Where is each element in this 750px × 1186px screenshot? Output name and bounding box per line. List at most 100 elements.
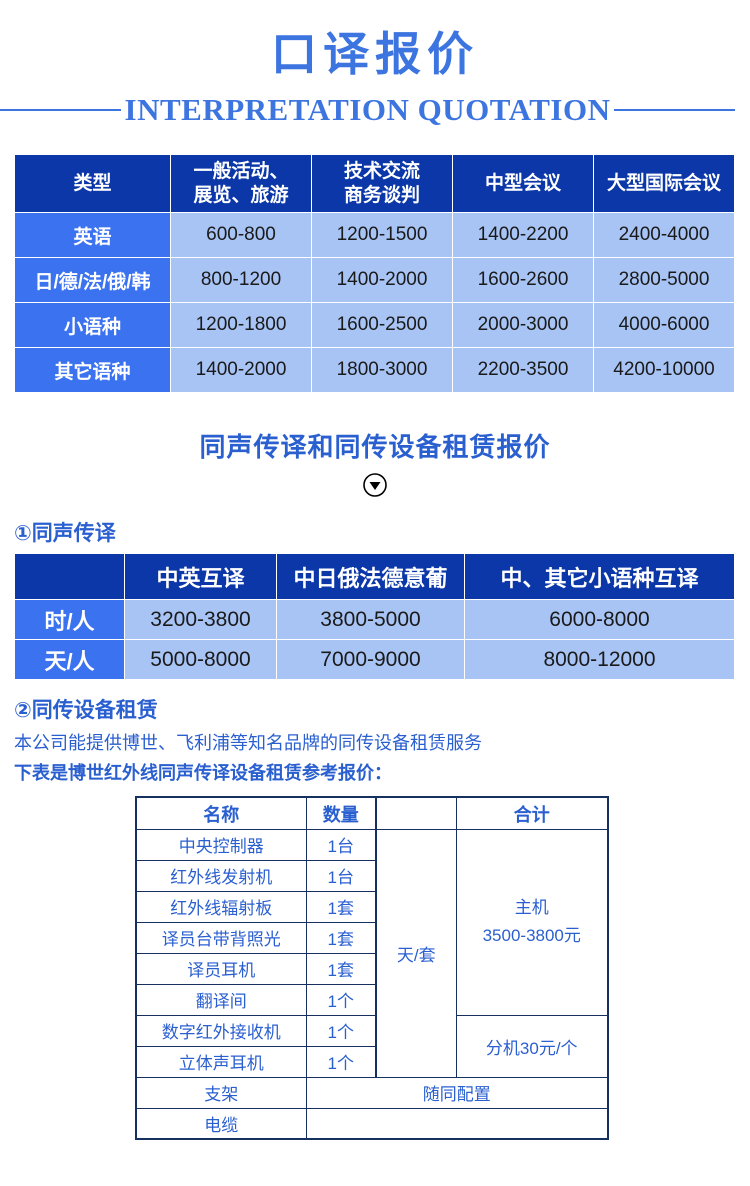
- rates-row-label: 日/德/法/俄/韩: [14, 257, 171, 304]
- table-row: 日/德/法/俄/韩 800-1200 1400-2000 1600-2600 2…: [14, 257, 735, 304]
- eq-item-qty: 1台: [305, 859, 377, 892]
- si-cell: 8000-12000: [464, 639, 735, 681]
- eq-total-main: 主机 3500-3800元: [455, 828, 609, 1016]
- subsection-heading-simultaneous: ①同声传译: [14, 522, 116, 546]
- rates-header-text-line2: 商务谈判: [343, 184, 420, 206]
- page-title-en: INTERPRETATION QUOTATION: [124, 92, 611, 128]
- table-row: 小语种 1200-1800 1600-2500 2000-3000 4000-6…: [14, 302, 735, 349]
- section-heading: 同声传译和同传设备租赁报价: [199, 432, 551, 463]
- eq-item-qty: 1套: [305, 952, 377, 985]
- table-row: 红外线辐射板 1套: [135, 890, 608, 923]
- table-row: 译员耳机 1套: [135, 952, 608, 985]
- eq-item-qty: 1个: [305, 1045, 377, 1078]
- eq-item-name: 数字红外接收机: [135, 1014, 307, 1047]
- rates-col-header-technical: 技术交流 商务谈判: [311, 154, 453, 214]
- rates-cell: 2400-4000: [593, 212, 735, 259]
- rates-cell: 2800-5000: [593, 257, 735, 304]
- rates-cell: 600-800: [170, 212, 312, 259]
- eq-item-name: 翻译间: [135, 983, 307, 1016]
- rates-header-text: 大型国际会议: [606, 173, 721, 195]
- si-cell: 6000-8000: [464, 599, 735, 641]
- table-row: 时/人 3200-3800 3800-5000 6000-8000: [14, 599, 735, 641]
- equipment-description: 本公司能提供博世、飞利浦等知名品牌的同传设备租赁服务: [14, 733, 482, 754]
- page-header: 口译报价 INTERPRETATION QUOTATION: [0, 0, 750, 128]
- divider-line-right: [614, 109, 735, 112]
- eq-total-main-line2: 3500-3800元: [482, 926, 581, 946]
- eq-total-sub: 分机30元/个: [455, 1014, 609, 1078]
- subsection-heading-equipment: ②同传设备租赁: [14, 699, 158, 723]
- si-cell: 7000-9000: [276, 639, 465, 681]
- eq-item-name: 译员台带背照光: [135, 921, 307, 954]
- eq-footer-name: 电缆: [135, 1107, 307, 1140]
- table-row: 天/人 5000-8000 7000-9000 8000-12000: [14, 639, 735, 681]
- rates-cell: 1200-1800: [170, 302, 312, 349]
- rates-header-text-line1: 一般活动、: [193, 161, 289, 183]
- eq-footer-value: [305, 1107, 609, 1140]
- chevron-down-circle-icon: [362, 472, 388, 498]
- rates-cell: 1400-2000: [311, 257, 453, 304]
- eq-col-header-qty: 数量: [305, 796, 377, 830]
- subtitle-row: INTERPRETATION QUOTATION: [0, 92, 750, 128]
- eq-item-qty: 1套: [305, 890, 377, 923]
- eq-item-name: 立体声耳机: [135, 1045, 307, 1078]
- rates-cell: 800-1200: [170, 257, 312, 304]
- chevron-wrapper: [0, 472, 750, 503]
- rates-header-text-line1: 技术交流: [343, 161, 420, 183]
- eq-item-name: 译员耳机: [135, 952, 307, 985]
- rates-header-text: 中型会议: [484, 173, 561, 195]
- si-row-label: 天/人: [14, 639, 125, 681]
- equipment-table: 名称 数量 合计 中央控制器 1台 天/套 主机 3500-3800元 红外线发…: [135, 796, 609, 1141]
- table-row: 电缆: [135, 1107, 609, 1140]
- si-col-header-cn-multi: 中日俄法德意葡: [276, 553, 465, 601]
- table-row: 支架 随同配置: [135, 1076, 609, 1109]
- rates-cell: 1200-1500: [311, 212, 453, 259]
- rates-cell: 4200-10000: [593, 347, 735, 394]
- simultaneous-table-wrapper: 中英互译 中日俄法德意葡 中、其它小语种互译 时/人 3200-3800 380…: [14, 553, 735, 681]
- table-row: 其它语种 1400-2000 1800-3000 2200-3500 4200-…: [14, 347, 735, 394]
- rates-col-header-medium-conf: 中型会议: [452, 154, 594, 214]
- si-cell: 3200-3800: [124, 599, 277, 641]
- rates-cell: 1400-2200: [452, 212, 594, 259]
- table-header-row: 名称 数量 合计: [135, 796, 609, 830]
- eq-item-qty: 1个: [305, 983, 377, 1016]
- eq-item-name: 中央控制器: [135, 828, 307, 861]
- table-row: 立体声耳机 1个: [135, 1045, 608, 1078]
- rates-header-text: 类型: [73, 173, 112, 195]
- rates-row-label: 小语种: [14, 302, 171, 349]
- eq-footer-name: 支架: [135, 1076, 307, 1109]
- eq-item-qty: 1台: [305, 828, 377, 861]
- table-row: 译员台带背照光 1套: [135, 921, 608, 954]
- eq-item-name: 红外线发射机: [135, 859, 307, 892]
- rates-col-header-type: 类型: [14, 154, 171, 214]
- divider-line-left: [0, 109, 121, 112]
- rates-row-label: 英语: [14, 212, 171, 259]
- si-col-header-cn-other: 中、其它小语种互译: [464, 553, 735, 601]
- eq-col-header-name: 名称: [135, 796, 307, 830]
- rates-cell: 2200-3500: [452, 347, 594, 394]
- page-title-cn: 口译报价: [271, 28, 479, 80]
- table-row: 中央控制器 1台 天/套 主机 3500-3800元: [135, 828, 609, 1078]
- rates-cell: 1400-2000: [170, 347, 312, 394]
- table-row: 数字红外接收机 1个 分机30元/个: [135, 1014, 609, 1078]
- rates-cell: 1600-2500: [311, 302, 453, 349]
- equipment-description-bold: 下表是博世红外线同声传译设备租赁参考报价：: [14, 763, 392, 784]
- si-cell: 3800-5000: [276, 599, 465, 641]
- rates-col-header-large-conf: 大型国际会议: [593, 154, 735, 214]
- rates-table: 类型 一般活动、 展览、旅游 技术交流 商务谈判 中型会议 大型国际会议 英语: [14, 154, 735, 394]
- rates-cell: 1800-3000: [311, 347, 453, 394]
- rates-cell: 2000-3000: [452, 302, 594, 349]
- equipment-table-wrapper: 名称 数量 合计 中央控制器 1台 天/套 主机 3500-3800元 红外线发…: [135, 796, 750, 1141]
- table-header-row: 中英互译 中日俄法德意葡 中、其它小语种互译: [14, 553, 735, 601]
- rates-header-text-line2: 展览、旅游: [193, 184, 289, 206]
- rates-table-wrapper: 类型 一般活动、 展览、旅游 技术交流 商务谈判 中型会议 大型国际会议 英语: [14, 154, 735, 394]
- eq-item-qty: 1套: [305, 921, 377, 954]
- table-row: 翻译间 1个: [135, 983, 608, 1016]
- si-cell: 5000-8000: [124, 639, 277, 681]
- eq-footer-value: 随同配置: [305, 1076, 609, 1109]
- table-header-row: 类型 一般活动、 展览、旅游 技术交流 商务谈判 中型会议 大型国际会议: [14, 154, 735, 214]
- si-col-header-cn-en: 中英互译: [124, 553, 277, 601]
- simultaneous-table: 中英互译 中日俄法德意葡 中、其它小语种互译 时/人 3200-3800 380…: [14, 553, 735, 681]
- si-col-header-empty: [14, 553, 125, 601]
- rates-cell: 4000-6000: [593, 302, 735, 349]
